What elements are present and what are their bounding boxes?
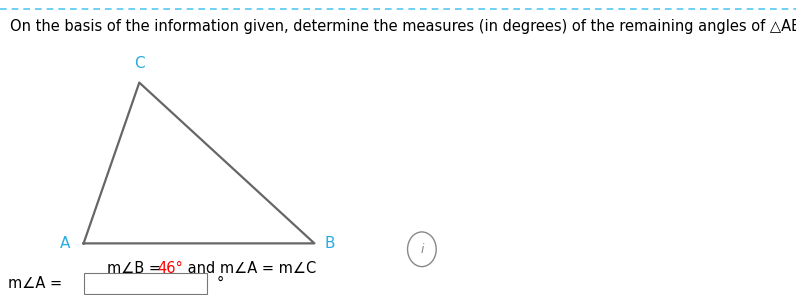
Text: C: C — [134, 56, 145, 71]
Text: B: B — [325, 236, 335, 251]
Text: 46°: 46° — [158, 261, 183, 276]
Text: and m∠A = m∠C: and m∠A = m∠C — [183, 261, 316, 276]
Text: On the basis of the information given, determine the measures (in degrees) of th: On the basis of the information given, d… — [10, 19, 796, 34]
Text: m∠A =: m∠A = — [8, 276, 62, 291]
Text: m∠B =: m∠B = — [107, 261, 166, 276]
FancyBboxPatch shape — [84, 273, 207, 294]
Text: °: ° — [217, 276, 224, 291]
Text: A: A — [60, 236, 70, 251]
Text: i: i — [420, 243, 423, 256]
